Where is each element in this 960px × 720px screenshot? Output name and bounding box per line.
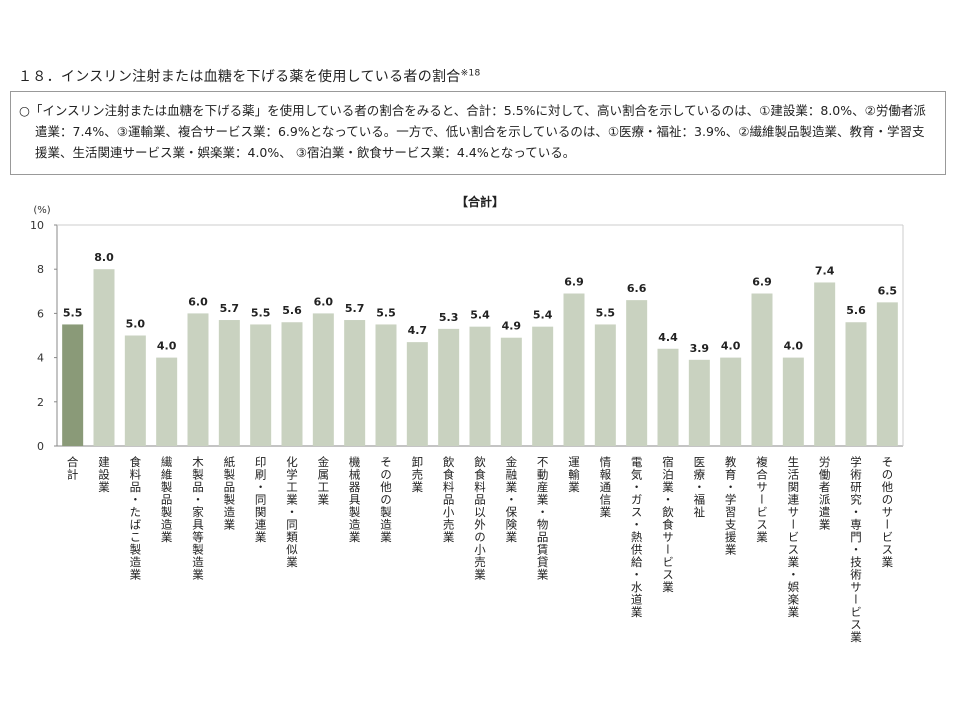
data-label: 5.7 [345, 302, 365, 315]
y-axis-label: (%) [33, 205, 50, 216]
bar [594, 324, 616, 446]
bar [250, 324, 272, 446]
x-tick-label: 電気・ガス・熱供給・水道業 [629, 456, 644, 619]
bar [751, 293, 773, 446]
x-tick-label: 学術研究・専門・技術サービス業 [849, 456, 863, 644]
x-tick-label: 金属工業 [316, 456, 331, 506]
x-tick-label: 教育・学習支援業 [723, 456, 738, 556]
data-label: 4.4 [658, 331, 678, 344]
x-tick-label: 繊維製品製造業 [159, 456, 174, 544]
data-label: 7.4 [815, 264, 835, 277]
data-label: 5.0 [126, 318, 146, 331]
x-tick-label: 化学工業・同類似業 [285, 456, 299, 569]
chart-title: 【合計】 [455, 195, 504, 209]
data-label: 5.3 [439, 311, 459, 324]
x-tick-label: 情報通信業 [598, 456, 613, 519]
bar [124, 335, 146, 446]
x-tick-label: 飲食料品以外の小売業 [473, 456, 487, 581]
x-tick-label: 宿泊業・飲食サービス業 [661, 456, 675, 594]
data-label: 5.4 [470, 309, 490, 322]
data-label: 5.4 [533, 309, 553, 322]
x-tick-label: 労働者派遣業 [817, 456, 832, 531]
x-tick-label: 建設業 [97, 456, 111, 494]
data-label: 6.6 [627, 282, 647, 295]
bar [438, 328, 460, 446]
bar [814, 282, 836, 446]
x-tick-label: 食料品・たばこ製造業 [128, 456, 143, 581]
data-label: 5.5 [63, 306, 83, 319]
data-label: 3.9 [690, 342, 710, 355]
y-tick-label: 4 [37, 352, 44, 365]
bar [500, 337, 522, 446]
data-label: 4.0 [721, 340, 741, 353]
bar [312, 313, 334, 446]
data-label: 5.7 [220, 302, 240, 315]
bar [187, 313, 209, 446]
bar [281, 322, 303, 446]
y-tick-label: 6 [37, 307, 44, 320]
data-label: 6.0 [314, 295, 334, 308]
bar [626, 300, 648, 446]
data-label: 5.6 [846, 304, 866, 317]
x-tick-label: 印刷・同関連業 [253, 456, 268, 544]
data-label: 5.5 [251, 306, 271, 319]
summary-box: ○「インスリン注射または血糖を下げる薬」を使用している者の割合をみると、合計：5… [10, 91, 946, 175]
bar [344, 320, 366, 446]
data-label: 8.0 [94, 251, 114, 264]
bar [876, 302, 898, 446]
page-title: １８．インスリン注射または血糖を下げる薬を使用している者の割合※18 [18, 66, 481, 86]
bar [532, 326, 554, 446]
y-tick-label: 10 [30, 219, 44, 232]
bar [563, 293, 585, 446]
data-label: 5.5 [596, 306, 616, 319]
bar [62, 324, 84, 446]
title-text: １８．インスリン注射または血糖を下げる薬を使用している者の割合 [18, 69, 461, 85]
data-label: 5.5 [376, 306, 396, 319]
x-tick-label: 卸売業 [410, 456, 425, 494]
bar [657, 348, 679, 446]
x-tick-label: 複合サービス業 [755, 456, 769, 544]
bar [218, 320, 240, 446]
data-label: 6.9 [752, 276, 772, 289]
y-tick-label: 8 [37, 263, 44, 276]
y-tick-label: 2 [37, 396, 44, 409]
title-note: ※18 [460, 68, 481, 79]
data-label: 6.0 [188, 295, 208, 308]
bar [845, 322, 867, 446]
data-label: 6.9 [564, 276, 584, 289]
bar [375, 324, 397, 446]
data-label: 4.0 [784, 340, 804, 353]
data-label: 4.7 [408, 324, 428, 337]
x-tick-label: 飲食料品小売業 [441, 456, 456, 544]
data-label: 4.0 [157, 340, 177, 353]
x-tick-label: 不動産業・物品賃貸業 [535, 456, 550, 581]
x-tick-label: 医療・福祉 [692, 456, 707, 519]
bar [720, 357, 742, 446]
x-tick-label: 機械器具製造業 [347, 456, 362, 544]
x-tick-label: その他の製造業 [379, 456, 393, 544]
y-tick-label: 0 [37, 440, 44, 453]
bar [93, 269, 115, 446]
x-tick-label: その他のサービス業 [880, 456, 895, 569]
x-tick-label: 合計 [65, 456, 80, 481]
bar [156, 357, 178, 446]
data-label: 6.5 [878, 284, 898, 297]
x-tick-label: 木製品・家具等製造業 [191, 456, 205, 581]
data-label: 4.9 [502, 320, 522, 333]
bar [406, 342, 428, 446]
bar [782, 357, 804, 446]
bar [688, 359, 710, 446]
data-label: 5.6 [282, 304, 302, 317]
x-tick-label: 紙製品製造業 [222, 456, 237, 531]
x-tick-label: 運輸業 [567, 456, 581, 494]
summary-text: ○「インスリン注射または血糖を下げる薬」を使用している者の割合をみると、合計：5… [19, 103, 926, 160]
x-tick-label: 生活関連サービス業・娯楽業 [786, 456, 801, 619]
x-tick-label: 金融業・保険業 [504, 456, 519, 544]
bar [469, 326, 491, 446]
